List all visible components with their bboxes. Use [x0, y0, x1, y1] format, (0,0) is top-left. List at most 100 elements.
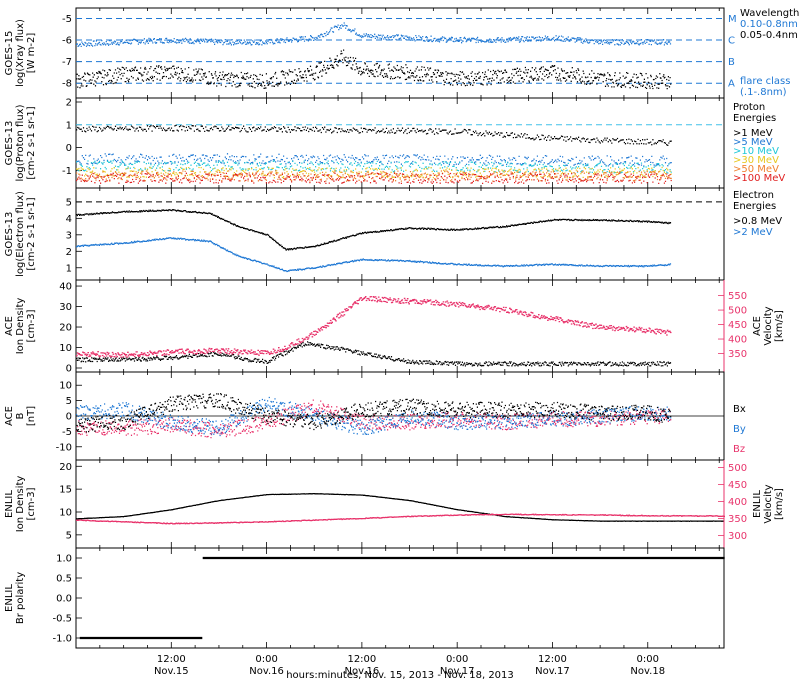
panel-6-ytick-label: -1.0 [52, 634, 72, 645]
panel-1-ylabel-left: GOES-13 log(Proton flux) [cm-2 s-1 sr-1] [4, 104, 37, 181]
proton-legend-entry: >30 MeV [733, 155, 779, 166]
panel-4-ylabel-left: ACE B [nT] [4, 406, 37, 426]
x-tick-time: 12:00 [538, 654, 567, 665]
panel-3-ylabel-line: Velocity [763, 306, 774, 345]
panel-3-ytick-label: 0 [66, 364, 72, 375]
panel-4-ylabel-line: B [15, 412, 26, 419]
xray-legend-entry-long: 0.10-0.8nm [740, 19, 798, 30]
series-ace-velocity [76, 295, 672, 358]
series-xray-long-marks [76, 22, 672, 48]
panel-0-ylabel-line: GOES-15 [4, 31, 15, 76]
panel-2-ytick-label: 3 [66, 230, 72, 241]
series-ace-bx [76, 392, 672, 433]
panel-3-y-right-ticks: 550 500 450 400 350 [718, 291, 747, 360]
series-electron-08-marks [76, 208, 672, 251]
panel-1-ytick-label: -1 [62, 166, 72, 177]
electron-legend-title: Energies [733, 201, 776, 212]
panel-1-y-left-ticks: 2 1 0 -1 [62, 98, 82, 177]
panel-1-ylabel-line: [cm-2 s-1 sr-1] [26, 106, 37, 179]
panel-1-frame [75, 97, 725, 189]
series-proton-5-marks [76, 172, 672, 185]
panel-3-ylabel-line: ACE [4, 316, 15, 336]
panel-6-y-left-ticks: 1.0 0.5 0.0 -0.5 -1.0 [52, 554, 82, 645]
panel-2-ylabel-left: GOES-13 log(Electron flux) [cm-2 s-1 sr-1] [4, 191, 37, 277]
x-tick-time: 12:00 [347, 654, 376, 665]
series-ace-by-marks [76, 396, 672, 437]
panel-5-frame [75, 459, 725, 549]
panel-0-ylabel-left: GOES-15 log(Xray flux) [W m-2] [4, 19, 37, 87]
panel-2: 5 4 3 2 1 GOES-13 log(Electron flux) [cm-2 s-1 … [4, 187, 782, 281]
x-tick-time: 0:00 [446, 654, 468, 665]
panel-0-ytick-label: -5 [62, 14, 72, 25]
xray-legend-entry-short: 0.05-0.4nm [740, 30, 798, 41]
series-enlil-density [76, 492, 725, 522]
panel-5-x-ticks [75, 460, 720, 548]
panel-4-ytick-label: 10 [59, 381, 72, 392]
xray-legend-title: Wavelength [740, 8, 799, 19]
panel-3-ytick-label: 20 [59, 323, 72, 334]
panel-6-ytick-label: 0.0 [56, 594, 72, 605]
panel-5-ylabel-line: ENLIL [4, 490, 15, 518]
ace-b-legend-entry: Bz [733, 444, 745, 455]
xray-legend-footer: (.1-.8nm) [740, 87, 787, 98]
br-polarity-marks [79, 556, 725, 640]
series-electron-08 [76, 208, 672, 251]
panel-6-ylabel-left: ENLIL Br polarity [4, 572, 26, 624]
panel-3-ytick-right-label: 400 [728, 335, 747, 346]
panel-1: 2 1 0 -1 GOES-13 log(Proton flux) [cm-2 s-1 sr… [4, 97, 785, 189]
panel-6-ytick-label: 1.0 [56, 554, 72, 565]
panel-3-ylabel-left: ACE Ion Density [cm-3] [4, 298, 37, 355]
panel-3-ytick-label: 30 [59, 302, 72, 313]
panel-5-ytick-right-label: 300 [728, 531, 747, 542]
panel-2-ytick-label: 4 [66, 214, 72, 225]
panel-3-ylabel-line: [cm-3] [26, 309, 37, 342]
panel-2-ylabel-line: [cm-2 s-1 sr-1] [26, 197, 37, 270]
panel-6-ytick-label: -0.5 [52, 614, 72, 625]
proton-legend-title: Energies [733, 113, 776, 124]
series-ace-by [76, 396, 672, 437]
panel-6-ytick-label: 0.5 [56, 574, 72, 585]
panel-5-ytick-right-label: 400 [728, 497, 747, 508]
panel-2-ylabel-line: GOES-13 [4, 212, 15, 257]
panel-0-ylabel-line: [W m-2] [26, 33, 37, 74]
proton-legend-entry: >5 MeV [733, 137, 773, 148]
x-tick-date: Nov.18 [630, 666, 665, 677]
series-enlil-velocity [76, 513, 725, 525]
x-tick-date: Nov.16 [249, 666, 284, 677]
panel-1-ytick-label: 0 [66, 143, 72, 154]
electron-legend-entry: >2 MeV [733, 227, 773, 238]
ace-b-legend-entry: By [733, 424, 746, 435]
panel-6-ylabel-line: ENLIL [4, 584, 15, 612]
panel-3-ytick-right-label: 550 [728, 291, 747, 302]
panel-5-y-left-ticks: 20 15 10 5 [59, 462, 82, 541]
panel-0-ytick-label: -7 [62, 57, 72, 68]
panel-3-x-ticks [75, 280, 720, 372]
panel-4-x-ticks [75, 372, 720, 460]
panel-5-ytick-label: 15 [59, 485, 72, 496]
flare-level-label: C [728, 36, 735, 47]
series-enlil-density-marks [76, 492, 725, 522]
x-tick-date: Nov.17 [440, 666, 475, 677]
panel-5-ytick-label: 5 [66, 530, 72, 541]
panel-2-ytick-label: 1 [66, 263, 72, 274]
panel-0-y-left-ticks: -5 -6 -7 -8 [62, 14, 82, 90]
x-tick-date: Nov.17 [535, 666, 570, 677]
panel-5-ylabel-right: ENLIL Velocity [km/s] [752, 484, 785, 523]
flare-level-label: A [728, 79, 735, 90]
panel-5-y-right-ticks: 500 450 400 350 300 [718, 463, 747, 542]
series-proton-2-marks [76, 160, 672, 174]
panel-5-ylabel-line: ENLIL [752, 490, 763, 518]
panel-4-ytick-label: -5 [62, 427, 72, 438]
electron-legend-entry: >0.8 MeV [733, 216, 782, 227]
series-proton-0 [76, 124, 672, 147]
panel-5-ytick-right-label: 500 [728, 463, 747, 474]
panel-4-ylabel-line: [nT] [26, 406, 37, 426]
series-xray-short-marks [76, 49, 672, 90]
panel-1-ytick-label: 1 [66, 120, 72, 131]
x-tick-date: Nov.16 [345, 666, 380, 677]
xray-legend-footer: flare class [740, 76, 790, 87]
x-tick-time: 12:00 [157, 654, 186, 665]
